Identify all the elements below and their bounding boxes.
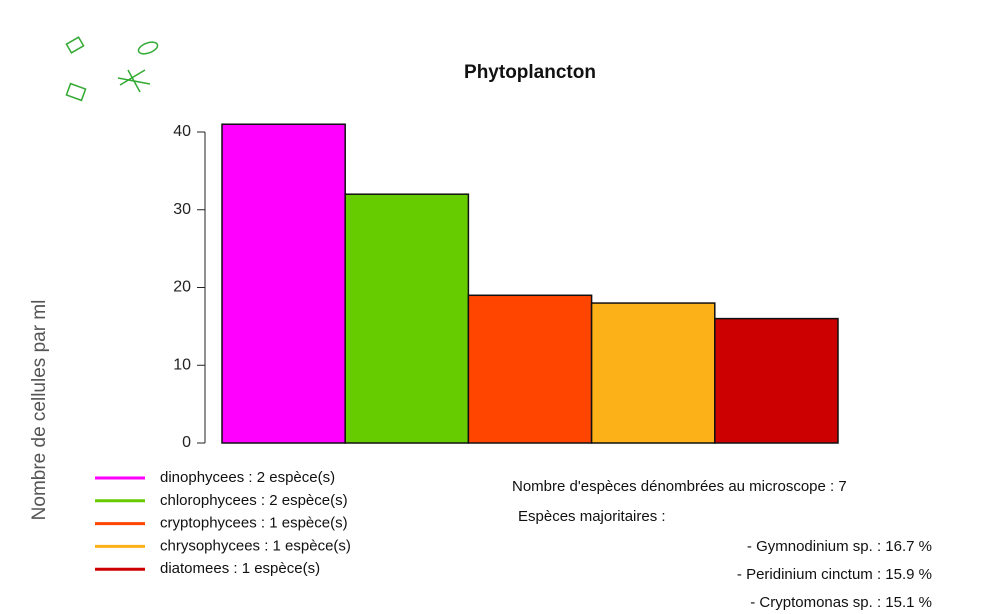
y-tick-label: 20	[173, 279, 191, 296]
y-axis-title: Nombre de cellules par ml	[29, 300, 50, 521]
bar	[467, 294, 593, 444]
y-tick-label: 40	[173, 123, 191, 140]
y-tick-label: 30	[173, 201, 191, 218]
bar	[714, 317, 839, 444]
logo	[65, 36, 159, 102]
legend-label: cryptophycees : 1 espèce(s)	[160, 515, 348, 532]
species-label: - Peridinium cinctum : 15.9 %	[737, 566, 932, 583]
y-tick-label: 10	[173, 356, 191, 373]
species-label: - Gymnodinium sp. : 16.7 %	[747, 538, 932, 555]
legend-label: diatomees : 1 espèce(s)	[160, 560, 320, 577]
legend-label: chlorophycees : 2 espèce(s)	[160, 492, 348, 509]
bar	[590, 302, 716, 444]
legend-label: dinophycees : 2 espèce(s)	[160, 469, 335, 486]
bar	[344, 193, 470, 444]
annotation: Nombre d'espèces dénombrées au microscop…	[512, 478, 847, 495]
species-label: - Cryptomonas sp. : 15.1 %	[750, 594, 932, 611]
bar	[221, 123, 346, 444]
legend-label: chrysophycees : 1 espèce(s)	[160, 537, 351, 554]
chart-title: Phytoplancton	[464, 62, 596, 83]
annotation: Espèces majoritaires :	[518, 508, 666, 525]
y-tick-label: 0	[182, 434, 191, 451]
